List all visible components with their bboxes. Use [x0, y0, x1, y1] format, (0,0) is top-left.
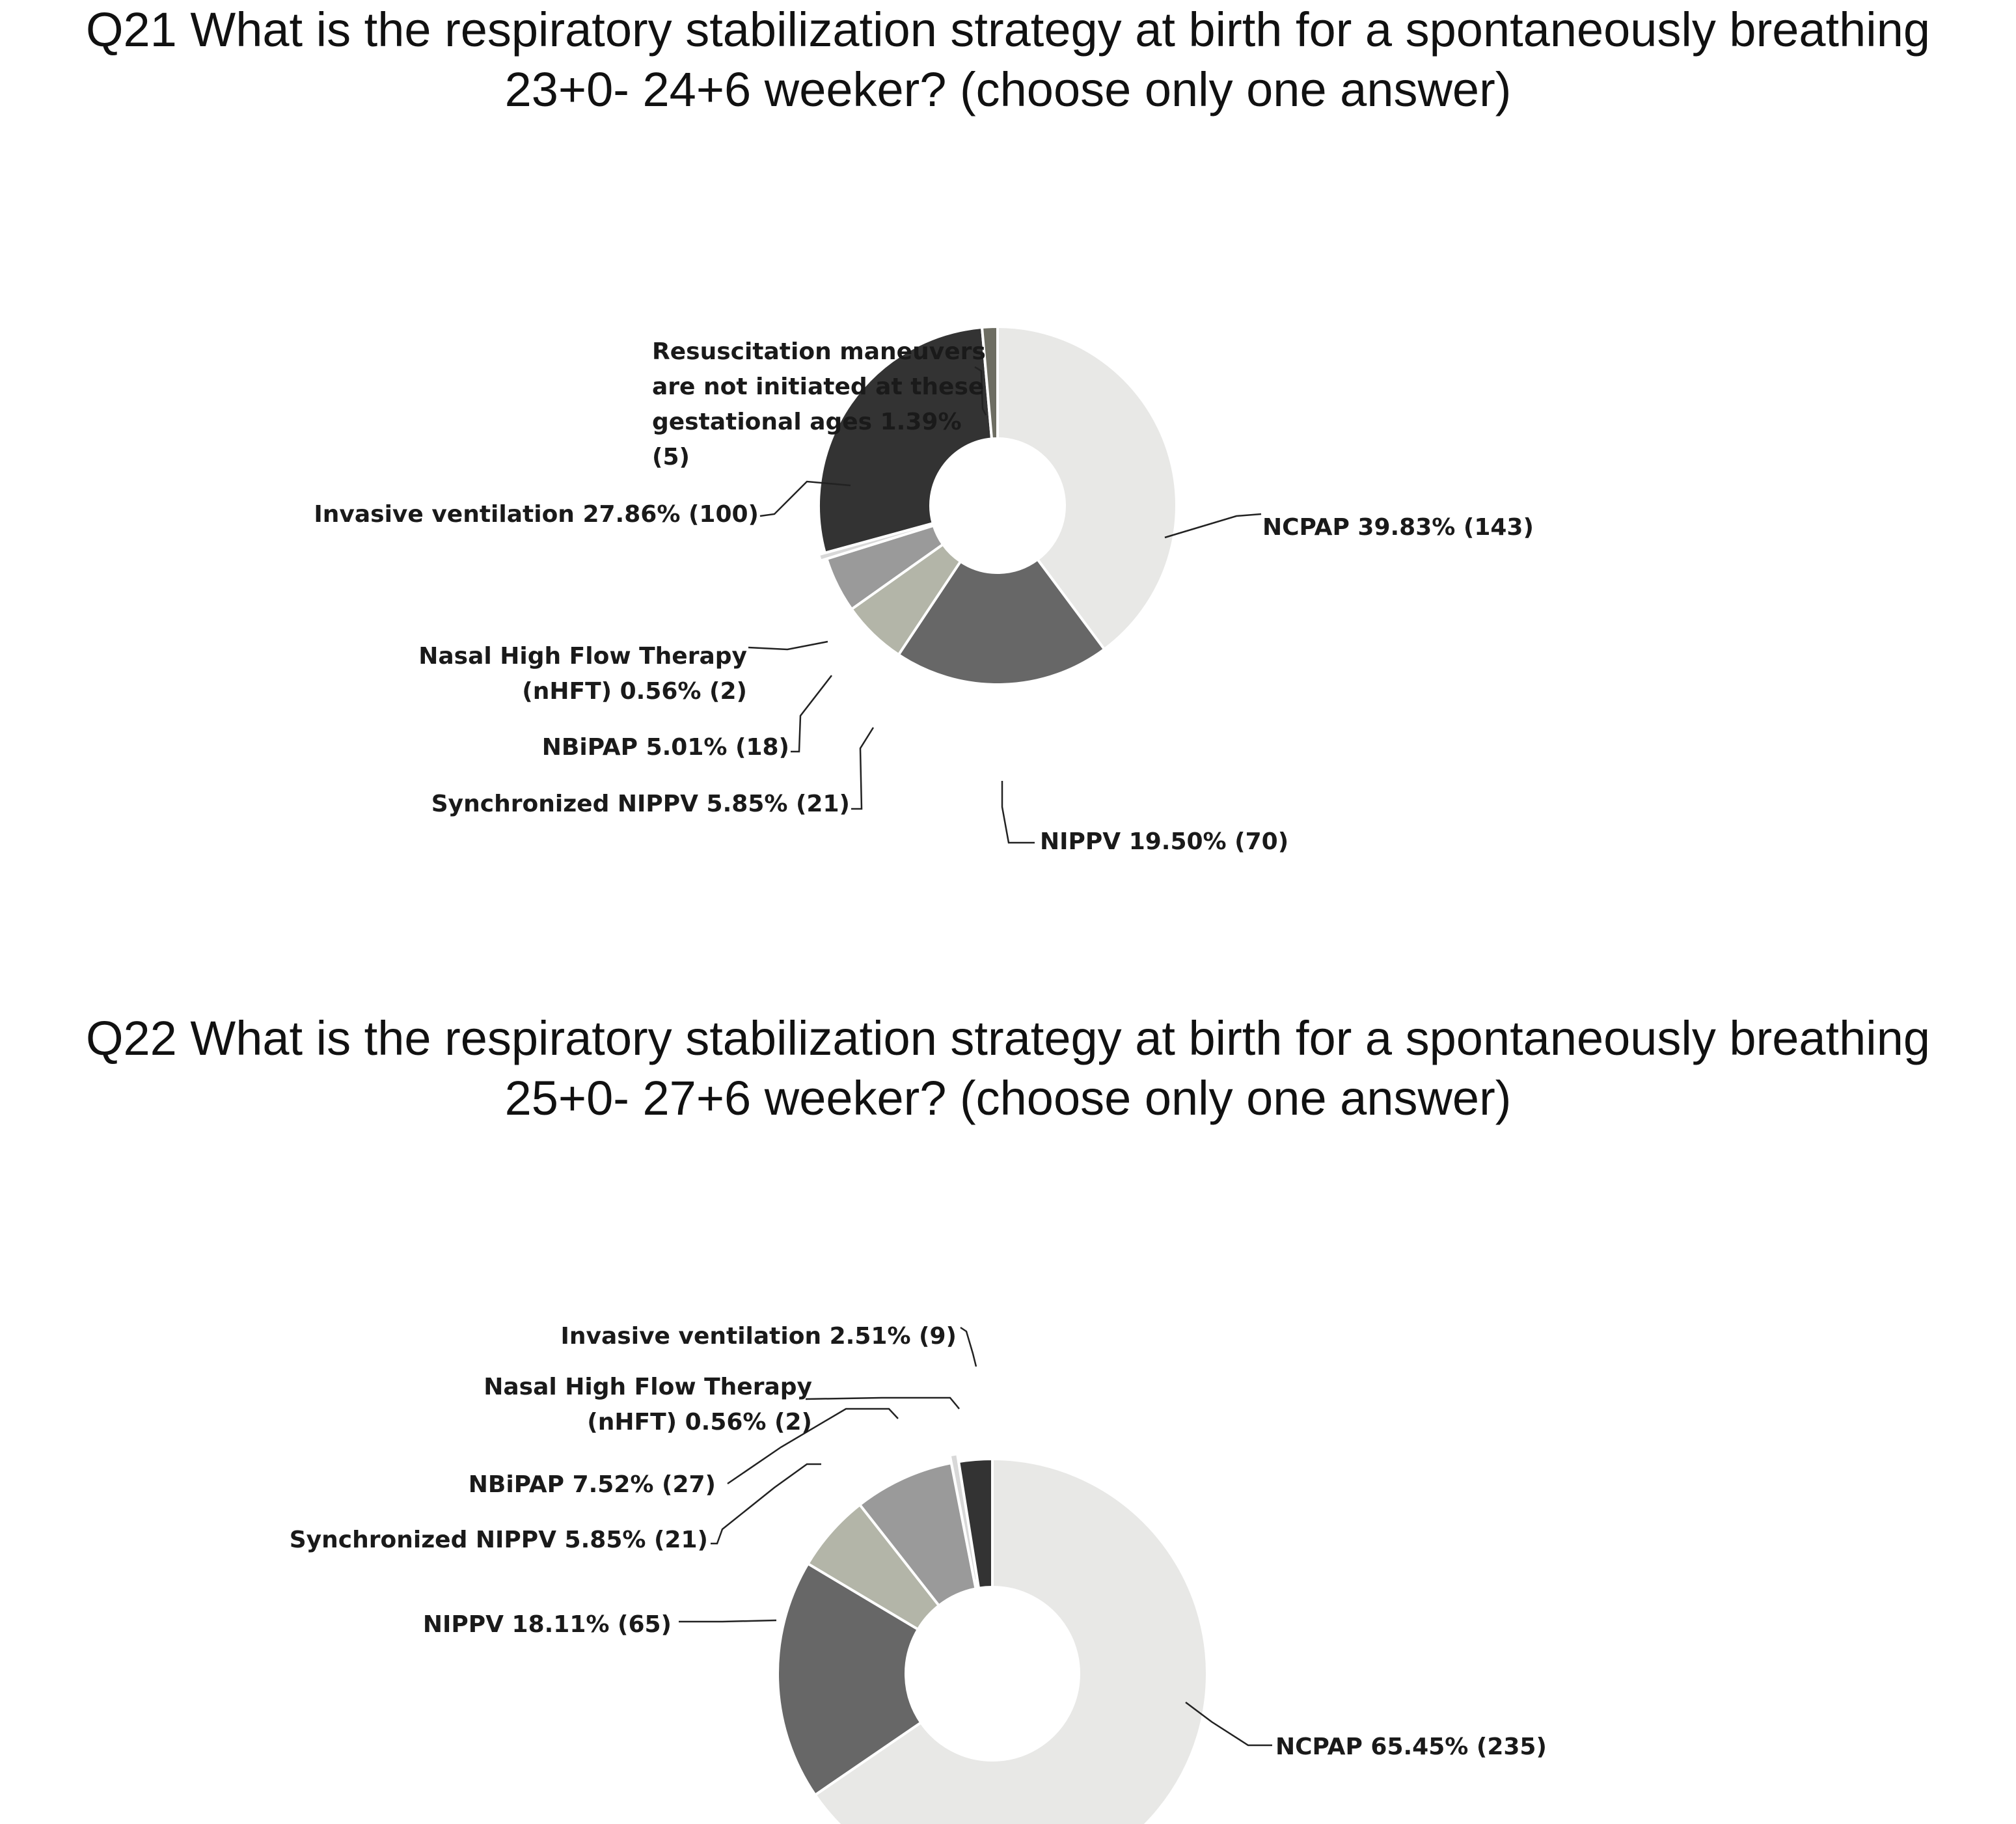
slice-label-invasive-ventilation: Invasive ventilation 2.51% (9) [561, 1323, 957, 1350]
slice-label-nasal-high-flow-therapy-nhft: Nasal High Flow Therapy [418, 643, 747, 670]
donut-chart-q22: NCPAP 65.45% (235) NIPPV 18.11% (65) Synch… [290, 1323, 1547, 1824]
leader-line-synchronized-nippv [851, 727, 875, 810]
slice-label-resuscitation-maneuvers-are-not-initiated-at-these-gestational-ages: (5) [652, 444, 690, 470]
leader-line-resuscitation-maneuvers-are-not-initiated-at-these-gestational-ages [974, 366, 987, 416]
slice-invasive-ventilation [817, 325, 994, 555]
chart-title-line: Q21 What is the respiratory stabilizatio… [85, 3, 1931, 57]
chart-panel-q21: Q21 What is the respiratory stabilizatio… [0, 0, 2016, 855]
slice-label-nasal-high-flow-therapy-nhft: (nHFT) 0.56% (2) [587, 1409, 812, 1436]
chart-title-line: Q22 What is the respiratory stabilizatio… [85, 1011, 1931, 1065]
leader-line-invasive-ventilation [960, 1326, 977, 1367]
slice-label-invasive-ventilation: Invasive ventilation 27.86% (100) [314, 501, 759, 528]
slice-nippv [776, 1562, 923, 1797]
slice-label-nbipap: NBiPAP 5.01% (18) [542, 734, 789, 761]
slice-label-nippv: NIPPV 19.50% (70) [1040, 828, 1288, 855]
donut-slices [817, 325, 1178, 687]
slice-ncpap [813, 1457, 1208, 1824]
slice-label-synchronized-nippv: Synchronized NIPPV 5.85% (21) [431, 791, 850, 817]
donut-chart-q21: NCPAP 39.83% (143) NIPPV 19.50% (70) Synch… [314, 325, 1534, 855]
slice-label-nasal-high-flow-therapy-nhft: Nasal High Flow Therapy [484, 1374, 812, 1400]
slice-invasive-ventilation [957, 1457, 994, 1590]
slice-label-nbipap: NBiPAP 7.52% (27) [469, 1471, 716, 1498]
slice-label-nasal-high-flow-therapy-nhft: (nHFT) 0.56% (2) [522, 678, 747, 705]
leader-line-nbipap [791, 675, 832, 753]
leader-line-nasal-high-flow-therapy-nhft [748, 640, 828, 651]
slice-label-ncpap: NCPAP 65.45% (235) [1275, 1734, 1547, 1760]
leader-line-nippv [679, 1619, 777, 1623]
chart-panel-q22: Q22 What is the respiratory stabilizatio… [0, 924, 2016, 1824]
donut-slices [776, 1452, 1208, 1824]
slice-label-resuscitation-maneuvers-are-not-initiated-at-these-gestational-ages: Resuscitation maneuvers [652, 338, 986, 365]
donut-labels: NCPAP 39.83% (143) NIPPV 19.50% (70) Synch… [314, 338, 1534, 855]
leader-line-ncpap [1164, 513, 1262, 539]
chart-title-line: 25+0- 27+6 weeker? (choose only one answ… [504, 1071, 1512, 1125]
donut-labels: NCPAP 65.45% (235) NIPPV 18.11% (65) Synch… [290, 1323, 1547, 1760]
leader-line-synchronized-nippv [711, 1463, 821, 1545]
slice-nippv [897, 557, 1106, 687]
slice-label-ncpap: NCPAP 39.83% (143) [1262, 514, 1534, 541]
slice-ncpap [996, 325, 1178, 651]
chart-title-q22: Q22 What is the respiratory stabilizatio… [0, 1009, 2016, 1128]
chart-title-line: 23+0- 24+6 weeker? (choose only one answ… [504, 62, 1512, 116]
chart-title-q21: Q21 What is the respiratory stabilizatio… [0, 0, 2016, 120]
slice-label-synchronized-nippv: Synchronized NIPPV 5.85% (21) [290, 1527, 708, 1553]
leader-line-nbipap [727, 1408, 899, 1485]
leader-line-nasal-high-flow-therapy-nhft [805, 1396, 960, 1409]
slice-label-nippv: NIPPV 18.11% (65) [423, 1611, 672, 1638]
slice-label-resuscitation-maneuvers-are-not-initiated-at-these-gestational-ages: are not initiated at these [652, 374, 984, 400]
leader-line-invasive-ventilation [759, 480, 851, 517]
leader-line-ncpap [1185, 1702, 1272, 1747]
slice-label-resuscitation-maneuvers-are-not-initiated-at-these-gestational-ages: gestational ages 1.39% [652, 409, 962, 435]
leader-line-nippv [1001, 781, 1035, 844]
slice-resuscitation-maneuvers-are-not-initiated-at-these-gestational-ages [980, 325, 999, 441]
